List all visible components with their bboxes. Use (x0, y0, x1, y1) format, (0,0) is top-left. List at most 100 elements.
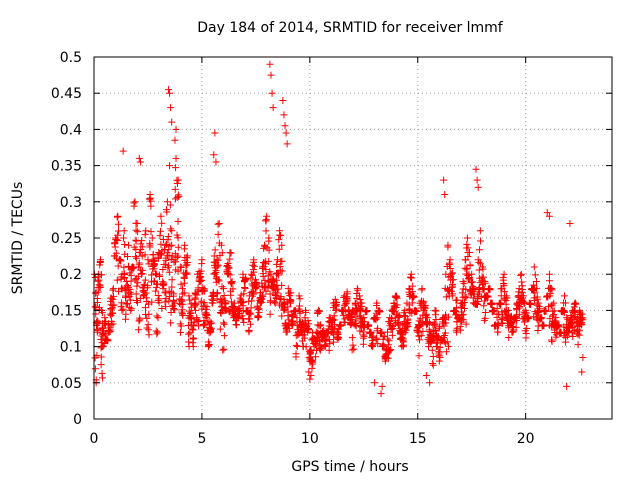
data-point (259, 270, 267, 278)
data-point (137, 270, 145, 278)
data-point (239, 315, 247, 323)
data-point (153, 330, 161, 338)
data-point (169, 290, 177, 298)
data-point (469, 286, 477, 294)
data-point (430, 321, 438, 329)
data-point (154, 297, 162, 305)
data-point (271, 299, 279, 307)
data-point (109, 286, 117, 294)
data-point (164, 232, 172, 240)
data-point (239, 270, 247, 278)
data-point (535, 299, 543, 307)
data-point (414, 328, 422, 336)
data-point (494, 328, 502, 336)
data-point (306, 375, 314, 383)
data-point (165, 251, 173, 259)
data-point (463, 234, 471, 242)
data-point (504, 306, 512, 314)
data-point (541, 306, 549, 314)
data-point (463, 265, 471, 273)
data-point (154, 314, 162, 322)
data-point (110, 301, 118, 309)
data-point (302, 306, 310, 314)
data-point (288, 313, 296, 321)
data-point (442, 293, 450, 301)
data-point (91, 303, 99, 311)
data-point (275, 236, 283, 244)
data-point (475, 284, 483, 292)
data-point (431, 321, 439, 329)
data-point (177, 322, 185, 330)
data-point (214, 230, 222, 238)
data-point (98, 374, 106, 382)
data-point (312, 353, 320, 361)
data-point (440, 176, 448, 184)
data-point (304, 317, 312, 325)
data-point (202, 314, 210, 322)
data-point (275, 271, 283, 279)
data-point (125, 241, 133, 249)
data-point (209, 299, 217, 307)
data-point (322, 337, 330, 345)
data-point (348, 334, 356, 342)
data-point (160, 279, 168, 287)
data-point (236, 294, 244, 302)
data-point (107, 305, 115, 313)
data-point (155, 271, 163, 279)
data-point (448, 283, 456, 291)
data-point (113, 276, 121, 284)
data-point (105, 327, 113, 335)
data-point (517, 270, 525, 278)
data-point (165, 268, 173, 276)
data-point (368, 343, 376, 351)
data-point (168, 227, 176, 235)
data-point (474, 256, 482, 264)
data-point (520, 298, 528, 306)
data-point (179, 300, 187, 308)
data-point (428, 346, 436, 354)
data-point (248, 297, 256, 305)
data-point (207, 328, 215, 336)
data-point (380, 333, 388, 341)
data-point (137, 245, 145, 253)
data-point (133, 297, 141, 305)
data-point (270, 298, 278, 306)
data-point (431, 306, 439, 314)
data-point (301, 334, 309, 342)
y-tick-label: 0.35 (51, 159, 82, 175)
data-point (119, 305, 127, 313)
data-point (523, 325, 531, 333)
data-point (275, 245, 283, 253)
data-point (111, 252, 119, 260)
data-point (515, 285, 523, 293)
y-tick-label: 0.1 (60, 340, 82, 356)
data-point (198, 276, 206, 284)
data-point (394, 311, 402, 319)
data-point (167, 225, 175, 233)
data-point (193, 317, 201, 325)
data-point (172, 164, 180, 172)
data-point (441, 329, 449, 337)
data-point (448, 292, 456, 300)
data-point (282, 328, 290, 336)
data-point (422, 310, 430, 318)
data-point (570, 313, 578, 321)
data-point (258, 295, 266, 303)
data-point (218, 249, 226, 257)
data-point (325, 314, 333, 322)
data-point (472, 165, 480, 173)
data-point (135, 317, 143, 325)
data-point (114, 220, 122, 228)
data-point (500, 270, 508, 278)
data-point (219, 346, 227, 354)
data-point (183, 252, 191, 260)
data-point (220, 291, 228, 299)
data-point (232, 317, 240, 325)
data-point (226, 255, 234, 263)
data-point (273, 276, 281, 284)
data-point (368, 334, 376, 342)
data-point (153, 312, 161, 320)
x-tick-label: 0 (90, 431, 99, 447)
data-point (133, 220, 141, 228)
data-point (496, 299, 504, 307)
